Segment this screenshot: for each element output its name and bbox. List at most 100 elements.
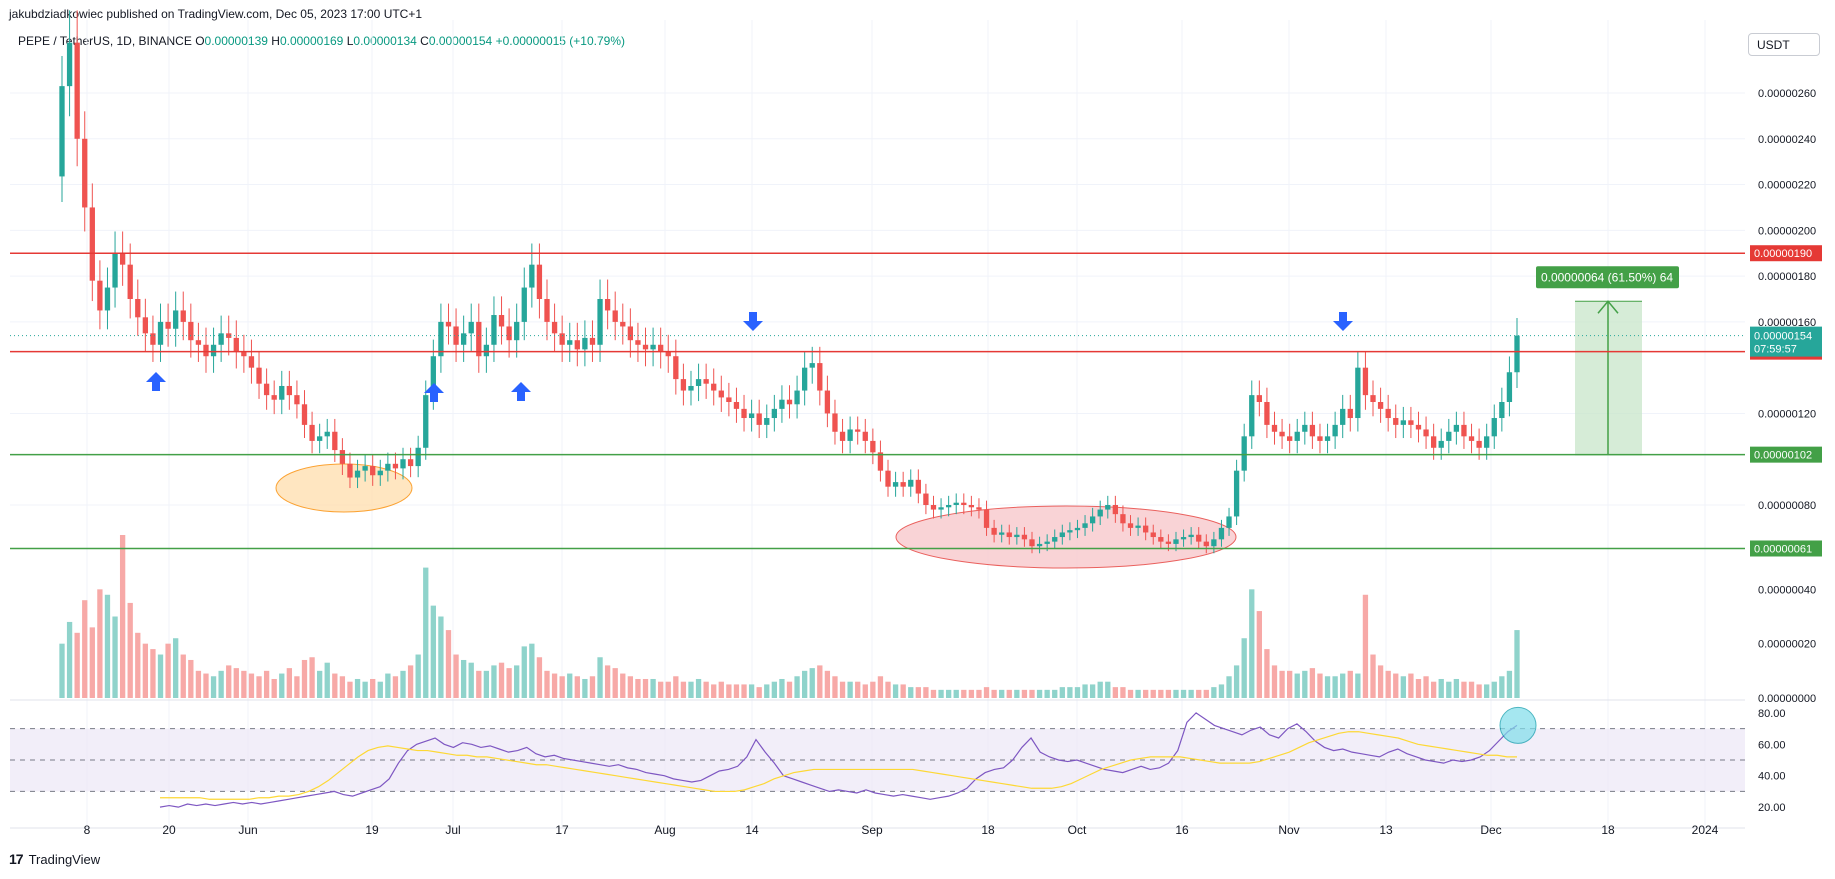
candle-body	[150, 333, 156, 345]
candle-body	[377, 470, 383, 476]
candle-body	[915, 479, 921, 494]
zones: 0.00000064 (61.50%) 64	[275, 266, 1679, 569]
grid	[10, 20, 1745, 829]
candle-body	[1014, 534, 1020, 538]
candle-body	[1468, 436, 1475, 441]
candle-body	[589, 337, 596, 345]
volume-bar	[294, 676, 300, 698]
candle-body	[119, 253, 126, 265]
candle-body	[756, 413, 762, 425]
candle-body	[1233, 470, 1240, 517]
candle-body	[1430, 436, 1437, 448]
volume-bar	[157, 654, 164, 698]
rsi-axis-label: 60.00	[1758, 739, 1786, 751]
volume-bar	[1317, 673, 1323, 698]
candle-body	[1059, 532, 1065, 538]
volume-bar	[423, 567, 429, 698]
volume-bar	[430, 605, 436, 698]
candle-body	[892, 482, 899, 487]
candle-body	[551, 321, 558, 334]
volume-bar	[89, 627, 95, 698]
candle-body	[809, 363, 815, 368]
volume-bar	[574, 676, 580, 698]
support-arrow-icon	[146, 372, 166, 391]
candle-body	[483, 344, 490, 357]
candle-body	[574, 340, 580, 350]
candle-body	[498, 315, 505, 327]
candle-body	[1302, 424, 1308, 432]
volume-bar	[1188, 689, 1194, 698]
candles	[59, 10, 1520, 554]
volume-bar	[1143, 689, 1149, 698]
volume-bar	[961, 689, 967, 698]
volume-bar	[445, 630, 452, 698]
volume-bar	[642, 678, 649, 698]
volume-bar	[862, 684, 868, 698]
volume-bar	[559, 676, 565, 698]
volume-bar	[870, 681, 876, 698]
candle-body	[1279, 431, 1285, 437]
currency-selector[interactable]: USDT	[1748, 33, 1820, 56]
volume-bar	[332, 673, 338, 698]
candle-body	[1271, 424, 1278, 432]
volume-bar	[597, 657, 603, 698]
volume-bar	[945, 689, 952, 698]
level-price-tag	[1750, 245, 1822, 262]
volume-bar	[786, 681, 793, 698]
volume-bar	[1150, 689, 1156, 698]
high-value: 0.00000169	[279, 34, 344, 48]
candle-body	[210, 344, 217, 357]
price-axis-label: 0.00000020	[1758, 639, 1816, 651]
volume-bar	[756, 687, 762, 698]
measure-label-bg	[1536, 266, 1679, 289]
candle-body	[385, 463, 391, 471]
candle-body	[999, 532, 1005, 535]
volume-bar	[703, 681, 709, 698]
candle-body	[226, 333, 232, 338]
volume-bar	[1226, 676, 1232, 698]
candle-body	[779, 399, 785, 409]
volume-bar	[877, 676, 884, 698]
time-axis-label: Aug	[654, 823, 675, 837]
candle-body	[930, 505, 937, 510]
volume-bar	[1044, 689, 1050, 698]
candle-body	[802, 367, 808, 391]
candle-body	[658, 344, 664, 352]
volume-bar	[180, 654, 186, 698]
candle-body	[135, 299, 141, 318]
support-arrow-icon	[424, 383, 444, 402]
candle-body	[1105, 505, 1111, 510]
candle-body	[1309, 424, 1316, 437]
volume-bar	[1468, 681, 1475, 698]
candle-body	[824, 390, 831, 414]
volume-bar	[915, 687, 921, 698]
volume-bar	[892, 684, 899, 698]
time-axis-label: 18	[1601, 823, 1615, 837]
volume-bar	[1089, 684, 1096, 698]
candle-body	[1461, 424, 1467, 437]
symbol-legend: PEPE / TetherUS, 1D, BINANCE O0.00000139…	[18, 34, 625, 48]
price-axis-label: 0.00000000	[1758, 693, 1816, 705]
candle-body	[1400, 420, 1406, 425]
high-label: H	[271, 34, 280, 48]
volume-bar	[1211, 687, 1217, 698]
candle-body	[582, 337, 588, 350]
candle-body	[559, 333, 565, 345]
candle-body	[900, 482, 906, 487]
candle-body	[529, 264, 535, 288]
candle-body	[1287, 436, 1293, 441]
volume-bar	[1385, 670, 1391, 698]
candle-body	[339, 450, 346, 464]
candle-body	[82, 138, 88, 208]
volume-bar	[1180, 689, 1187, 698]
candle-body	[839, 431, 846, 441]
candle-body	[74, 42, 80, 139]
volume-bar	[460, 659, 467, 698]
rsi-axis-label: 80.00	[1758, 708, 1786, 720]
footer-brand: 17 TradingView	[9, 851, 100, 867]
candle-body	[1127, 523, 1134, 528]
candle-body	[256, 367, 262, 384]
candle-body	[392, 463, 399, 469]
price-axis-label: 0.00000120	[1758, 408, 1816, 420]
